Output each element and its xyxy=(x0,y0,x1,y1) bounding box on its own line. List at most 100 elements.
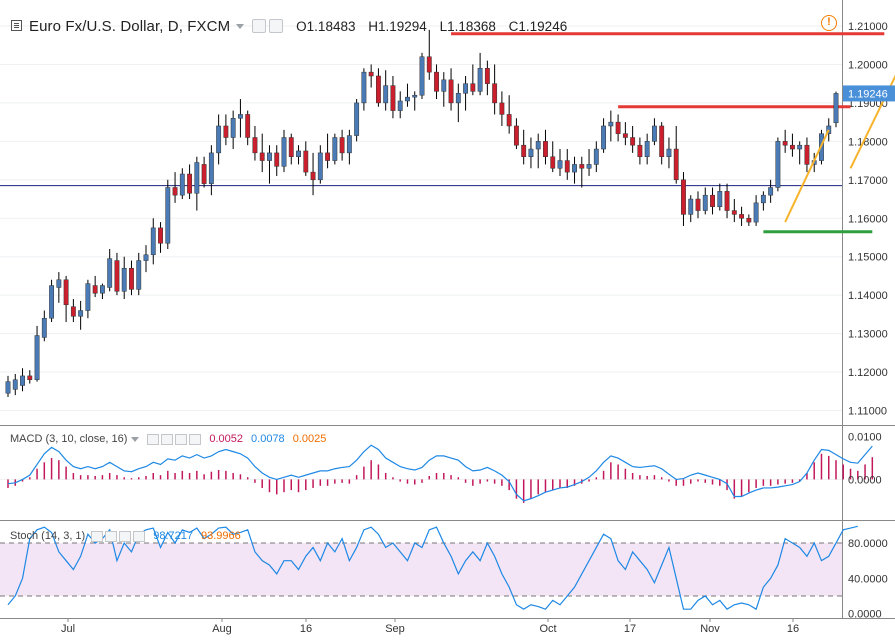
candle-down[interactable] xyxy=(390,85,396,111)
candle-down[interactable] xyxy=(426,56,432,73)
candle-up[interactable] xyxy=(775,141,781,188)
more-icon[interactable] xyxy=(133,530,146,542)
candle-up[interactable] xyxy=(194,162,200,194)
candle-up[interactable] xyxy=(332,137,338,161)
candle-down[interactable] xyxy=(470,83,476,92)
candle-down[interactable] xyxy=(368,71,374,77)
candle-up[interactable] xyxy=(354,102,360,136)
candle-up[interactable] xyxy=(56,279,62,288)
candle-up[interactable] xyxy=(412,94,418,98)
candle-up[interactable] xyxy=(296,150,301,157)
settings-icon[interactable] xyxy=(147,433,160,445)
candle-down[interactable] xyxy=(223,125,229,138)
candle-up[interactable] xyxy=(455,93,461,104)
candle-up[interactable] xyxy=(593,148,599,165)
symbol-title[interactable]: Euro Fx/U.S. Dollar, D, FXCM xyxy=(29,17,231,35)
candle-down[interactable] xyxy=(339,137,345,154)
candle-down[interactable] xyxy=(789,144,795,150)
candle-up[interactable] xyxy=(383,85,389,104)
candle-down[interactable] xyxy=(731,210,737,215)
candle-down[interactable] xyxy=(782,141,788,146)
more-icon[interactable] xyxy=(189,433,202,445)
candle-up[interactable] xyxy=(463,83,469,94)
candle-up[interactable] xyxy=(49,285,55,319)
candle-down[interactable] xyxy=(245,114,251,138)
candle-up[interactable] xyxy=(688,198,694,215)
candle-down[interactable] xyxy=(513,125,519,146)
candle-up[interactable] xyxy=(405,96,410,102)
eye-icon[interactable] xyxy=(105,530,118,542)
candle-down[interactable] xyxy=(288,137,294,157)
eye-icon[interactable] xyxy=(161,433,174,445)
candle-up[interactable] xyxy=(12,379,18,390)
candle-down[interactable] xyxy=(659,125,665,157)
eye-icon[interactable] xyxy=(269,19,284,33)
stoch-label[interactable]: Stoch (14, 3, 1) xyxy=(10,530,86,542)
candle-down[interactable] xyxy=(448,79,454,104)
candle-down[interactable] xyxy=(310,171,316,181)
candle-down[interactable] xyxy=(724,191,730,211)
candle-up[interactable] xyxy=(165,187,171,244)
candle-up[interactable] xyxy=(717,191,723,207)
candle-down[interactable] xyxy=(710,194,715,207)
candle-up[interactable] xyxy=(107,258,113,288)
candle-up[interactable] xyxy=(237,114,243,119)
candle-down[interactable] xyxy=(325,152,331,161)
candle-down[interactable] xyxy=(484,68,490,84)
candle-up[interactable] xyxy=(528,148,534,157)
candle-up[interactable] xyxy=(477,68,483,92)
candle-up[interactable] xyxy=(768,187,774,196)
candle-up[interactable] xyxy=(85,283,91,311)
candle-up[interactable] xyxy=(143,254,149,261)
candle-up[interactable] xyxy=(5,381,11,394)
candle-down[interactable] xyxy=(630,137,636,146)
candle-down[interactable] xyxy=(303,150,309,173)
candle-up[interactable] xyxy=(441,79,447,92)
candle-down[interactable] xyxy=(637,144,643,157)
candle-down[interactable] xyxy=(622,133,628,138)
candle-down[interactable] xyxy=(579,164,585,169)
trend-line[interactable] xyxy=(784,129,830,223)
candle-down[interactable] xyxy=(63,279,69,306)
candle-down[interactable] xyxy=(434,71,439,92)
candle-down[interactable] xyxy=(739,214,745,219)
candle-down[interactable] xyxy=(129,267,134,290)
close-icon[interactable] xyxy=(175,433,188,445)
candle-down[interactable] xyxy=(252,137,258,154)
candle-up[interactable] xyxy=(557,160,563,169)
candle-up[interactable] xyxy=(136,260,142,290)
stoch-k-line[interactable] xyxy=(7,525,858,611)
candle-up[interactable] xyxy=(651,125,657,142)
candle-up[interactable] xyxy=(121,267,127,292)
candle-up[interactable] xyxy=(666,148,672,157)
candle-up[interactable] xyxy=(397,100,403,111)
candle-up[interactable] xyxy=(20,375,25,386)
chevron-down-icon[interactable] xyxy=(131,436,140,442)
candle-up[interactable] xyxy=(361,71,367,104)
candle-up[interactable] xyxy=(601,125,607,150)
chevron-down-icon[interactable] xyxy=(236,23,245,29)
close-icon[interactable] xyxy=(119,530,132,542)
candle-down[interactable] xyxy=(158,227,163,244)
candle-down[interactable] xyxy=(521,144,527,157)
menu-icon[interactable] xyxy=(11,20,22,31)
candle-up[interactable] xyxy=(760,194,766,204)
candle-down[interactable] xyxy=(259,152,265,161)
candle-up[interactable] xyxy=(535,141,541,150)
candle-down[interactable] xyxy=(499,102,505,115)
candle-up[interactable] xyxy=(216,125,222,154)
candle-up[interactable] xyxy=(179,173,185,196)
settings-icon[interactable] xyxy=(91,530,104,542)
candle-down[interactable] xyxy=(746,218,752,223)
candle-down[interactable] xyxy=(492,83,498,104)
warning-icon[interactable]: ! xyxy=(821,15,837,31)
candle-up[interactable] xyxy=(317,152,323,181)
candle-up[interactable] xyxy=(572,164,577,173)
candle-up[interactable] xyxy=(833,93,839,124)
candle-down[interactable] xyxy=(274,152,280,167)
candle-up[interactable] xyxy=(797,144,803,150)
candle-down[interactable] xyxy=(681,179,686,215)
candle-down[interactable] xyxy=(187,173,193,194)
candle-down[interactable] xyxy=(615,121,621,134)
